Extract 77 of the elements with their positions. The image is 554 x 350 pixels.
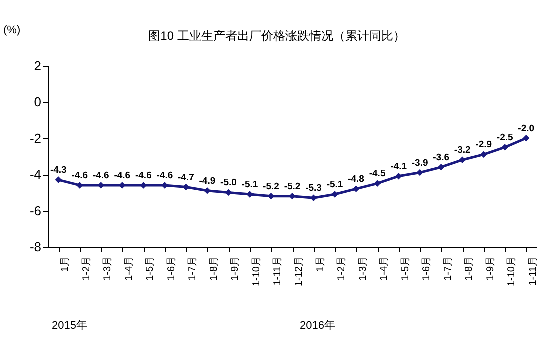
x-tick-label: 1-10月 (506, 256, 518, 287)
text: -5.2 (263, 181, 280, 192)
x-tick-label: 1月 (60, 256, 72, 272)
y-tick-label: 2 (34, 58, 42, 74)
point (374, 180, 381, 188)
y-tick-label: -6 (30, 203, 42, 218)
x-tick-label: 1-7月 (188, 256, 199, 281)
x-tick-label: 1-3月 (102, 256, 114, 281)
x-tick-label: 1-5月 (400, 256, 412, 281)
x-tick-label: 1月 (315, 256, 326, 272)
y-tick-label: 0 (34, 94, 42, 110)
x-tick-label: 1-2月 (336, 256, 348, 281)
point (352, 186, 360, 192)
y-axis-title: (%) (4, 24, 21, 36)
text: -3.6 (433, 152, 450, 164)
point (119, 182, 126, 189)
point (162, 182, 168, 189)
point (246, 191, 254, 198)
y-tick-label: -8 (30, 240, 42, 254)
x-tick-label: 1-4月 (379, 256, 390, 281)
text: -4.6 (72, 170, 88, 182)
text: -4.5 (369, 168, 386, 180)
point (332, 191, 338, 198)
x-tick-label: 1-9月 (485, 256, 496, 281)
text: -4.3 (50, 165, 67, 176)
text: -3.2 (454, 145, 471, 156)
text: -5.3 (306, 183, 322, 194)
text: -4.1 (390, 161, 407, 172)
x-tick-label: 1-2月 (81, 256, 92, 281)
text: -5.2 (284, 181, 301, 192)
text: -4.8 (348, 174, 364, 186)
point (289, 192, 296, 200)
x-tick-label: 1-7月 (442, 256, 454, 281)
point (502, 144, 508, 151)
text: -4.6 (114, 170, 131, 182)
x-tick-label: 1-10月 (251, 256, 262, 287)
text: -4.6 (92, 170, 110, 182)
x-tick-label: 1-8月 (208, 256, 220, 281)
point (438, 164, 445, 171)
x-tick-label: 1-9月 (230, 256, 242, 281)
text: -5.1 (326, 180, 344, 191)
y-tick-label: -4 (30, 167, 42, 182)
x-tick-label: 1-8月 (464, 256, 476, 281)
point (480, 151, 488, 158)
point (523, 135, 530, 142)
chart-title: 图10 工业生产者出厂价格涨跌情况（累计同比） (148, 29, 406, 43)
text: 2015年 (52, 319, 88, 333)
x-tick-label: 1-6月 (422, 256, 433, 281)
text: 2016年 (300, 319, 336, 333)
x-tick-label: 1-4月 (124, 256, 135, 281)
point (55, 176, 62, 184)
text: -3.9 (412, 158, 428, 169)
point (268, 192, 275, 200)
text: -2.9 (476, 140, 492, 151)
text: -2.0 (518, 123, 535, 134)
point (310, 194, 318, 202)
x-tick-label: 1-11月 (272, 256, 284, 286)
x-tick-label: 1-3月 (358, 256, 369, 281)
point (459, 156, 466, 164)
y-tick-label: -2 (30, 130, 42, 146)
point (182, 184, 190, 191)
text: -2.5 (496, 132, 514, 144)
text: -5.0 (220, 178, 237, 189)
text: -5.1 (242, 180, 258, 191)
point (416, 169, 424, 176)
text: -4.9 (199, 176, 216, 187)
x-tick-label: 1-5月 (145, 256, 156, 281)
point (225, 189, 232, 196)
x-tick-label: 1-11月 (528, 256, 539, 286)
point (204, 188, 211, 194)
point (395, 173, 402, 180)
text: -4.6 (156, 170, 174, 182)
text: -4.6 (135, 170, 152, 182)
point (76, 182, 84, 189)
text: -4.7 (178, 172, 194, 184)
x-tick-label: 1-12月 (294, 256, 305, 287)
x-tick-label: 1-6月 (166, 256, 178, 281)
